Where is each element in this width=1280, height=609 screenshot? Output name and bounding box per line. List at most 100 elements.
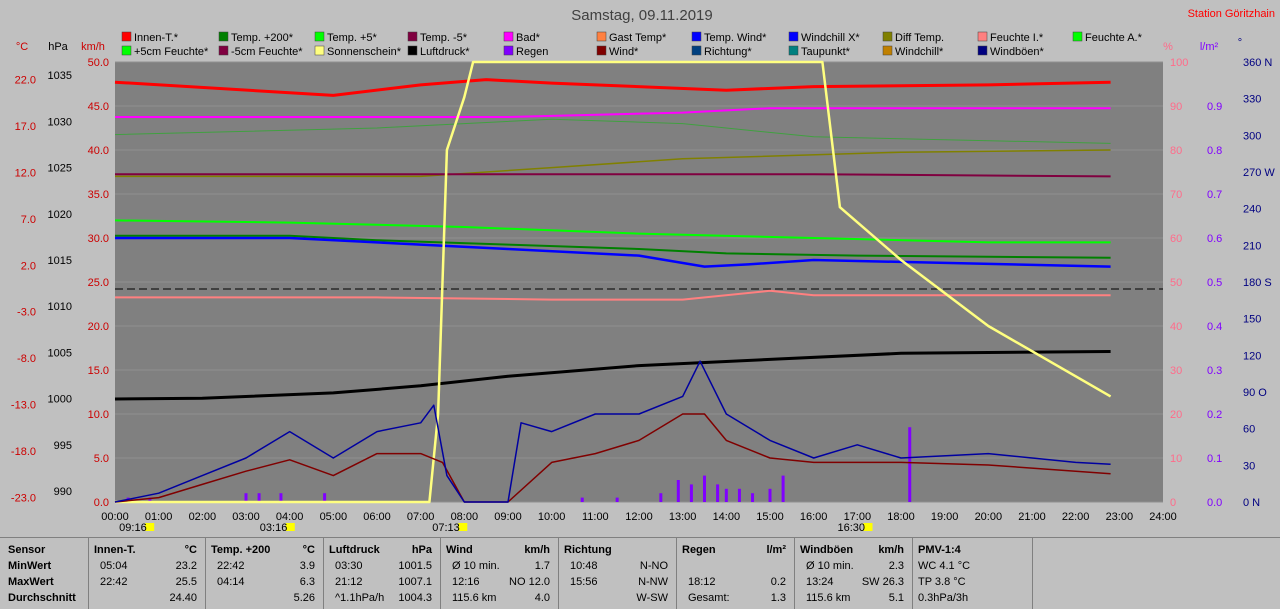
tick-label-x: 02:00: [189, 511, 217, 523]
tick-label-x: 08:00: [451, 511, 479, 523]
summary-col-regen: Regen l/m² 18:12 0.2 Gesamt: 1.3: [676, 538, 795, 609]
legend-label: Windchill X*: [801, 32, 860, 44]
tick-label-x: 11:00: [582, 511, 609, 523]
legend-swatch: [788, 31, 799, 42]
tick-label-pressure: 1010: [48, 301, 72, 313]
tick-label-temp: -13.0: [11, 400, 36, 412]
tick-label-x: 16:00: [800, 511, 828, 523]
tick-label-temp: 7.0: [21, 214, 36, 226]
boeen-unit: km/h: [878, 544, 904, 556]
legend-swatch: [407, 45, 418, 56]
wind-cell-label: 115.6 km: [452, 592, 497, 604]
tick-label-direction: 150: [1243, 314, 1261, 326]
tick-label-percent: 70: [1170, 189, 1182, 201]
luft-unit: hPa: [411, 544, 432, 556]
tick-label-direction: 30: [1243, 460, 1255, 472]
legend-swatch: [503, 31, 514, 42]
tick-label-pressure: 1030: [48, 116, 72, 128]
series-line: [114, 219, 1111, 244]
tick-label-direction: 180 S: [1243, 277, 1272, 289]
chart-title: Samstag, 09.11.2019: [571, 7, 713, 24]
summary-col-temp: Temp. +200 °C 22:42 3.9 04:14 6.3 5.26: [205, 538, 324, 609]
rain-bar: [716, 484, 720, 502]
temp-header: Temp. +200: [211, 544, 271, 556]
summary-col-richtung: Richtung 10:48 N-NO 15:56 N-NW W-SW: [558, 538, 677, 609]
tick-label-direction: 330: [1243, 94, 1261, 106]
wind-unit: km/h: [524, 544, 550, 556]
wind-cell-label: 12:16: [452, 576, 480, 588]
rain-bar: [724, 488, 728, 502]
tick-label-x: 19:00: [931, 511, 959, 523]
series-line: [115, 236, 1111, 268]
avg-label: Durchschnitt: [8, 592, 76, 604]
legend-swatch: [788, 45, 799, 56]
summary-col-wind: Wind km/h Ø 10 min. 1.7 12:16 NO 12.0 115.6 km…: [440, 538, 559, 609]
luft-cell-value: 1001.5: [398, 560, 432, 572]
legend-label: Luftdruck*: [420, 46, 470, 58]
axis-label-temp: °C: [16, 41, 28, 53]
rain-bar: [580, 497, 584, 502]
tick-label-rain: 0.9: [1207, 101, 1222, 113]
legend-label: Feuchte A.*: [1085, 32, 1143, 44]
tick-label-speed: 20.0: [88, 321, 109, 333]
tick-label-direction: 210: [1243, 240, 1261, 252]
tick-label-x: 04:00: [276, 511, 304, 523]
rain-bar: [676, 480, 680, 502]
tick-label-x: 21:00: [1018, 511, 1046, 523]
boeen-cell-value: 2.3: [888, 560, 904, 572]
tick-label-pressure: 1000: [48, 394, 72, 406]
tick-label-direction: 270 W: [1243, 167, 1275, 179]
luft-cell-label: 21:12: [335, 576, 363, 588]
series-line: [114, 78, 1111, 97]
series-line: [115, 107, 1111, 118]
tick-label-rain: 0.2: [1207, 409, 1222, 421]
station-name: Station Göritzhain: [1188, 8, 1275, 20]
legend-label: +5cm Feuchte*: [134, 46, 209, 58]
tick-label-pressure: 1020: [48, 209, 72, 221]
richtung-cell-value: N-NW: [638, 576, 668, 588]
series-line: [114, 118, 1111, 144]
tick-label-percent: 50: [1170, 277, 1182, 289]
tick-label-percent: 100: [1170, 57, 1188, 69]
pmv-header: PMV-1:4: [918, 544, 961, 556]
innen-cell-value: 23.2: [175, 560, 197, 572]
rain-bar: [279, 493, 283, 502]
legend-label: Diff Temp.: [895, 32, 944, 44]
tick-label-percent: 30: [1170, 365, 1182, 377]
tick-label-rain: 0.0: [1207, 497, 1222, 509]
legend-label: Temp. -5*: [420, 32, 468, 44]
wind-cell-value: 4.0: [534, 592, 550, 604]
marker-label: 03:16: [260, 522, 288, 534]
legend-label: Bad*: [516, 32, 541, 44]
richtung-cell-label: 10:48: [570, 560, 598, 572]
tick-label-x: 14:00: [713, 511, 741, 523]
legend-swatch: [691, 31, 702, 42]
tick-label-rain: 0.4: [1207, 321, 1222, 333]
max-label: MaxWert: [8, 576, 54, 588]
legend-swatch: [1072, 31, 1083, 42]
marker-label: 07:13: [432, 522, 460, 534]
innen-unit: °C: [184, 544, 197, 556]
tick-label-pressure: 1035: [48, 70, 72, 82]
tick-label-speed: 35.0: [88, 189, 109, 201]
tick-label-direction: 360 N: [1243, 57, 1272, 69]
innen-cell-value: 24.40: [169, 592, 197, 604]
tick-label-percent: 60: [1170, 233, 1182, 245]
tick-label-x: 23:00: [1106, 511, 1134, 523]
tick-label-x: 09:00: [494, 511, 522, 523]
tick-label-rain: 0.8: [1207, 145, 1222, 157]
tick-label-temp: -8.0: [17, 353, 36, 365]
richtung-header: Richtung: [564, 544, 612, 556]
series-line: [114, 360, 1111, 503]
boeen-cell-label: Ø 10 min.: [806, 560, 854, 572]
tick-label-x: 00:00: [101, 511, 129, 523]
tick-label-speed: 40.0: [88, 145, 109, 157]
tick-label-temp: 22.0: [15, 75, 36, 87]
sensor-header: Sensor: [8, 544, 46, 556]
series-line: [115, 60, 1112, 504]
tick-label-percent: 0: [1170, 497, 1176, 509]
tick-label-x: 07:00: [407, 511, 435, 523]
legend-label: Windböen*: [990, 46, 1045, 58]
tick-label-pressure: 1015: [48, 255, 72, 267]
axis-label-speed: km/h: [81, 41, 105, 53]
